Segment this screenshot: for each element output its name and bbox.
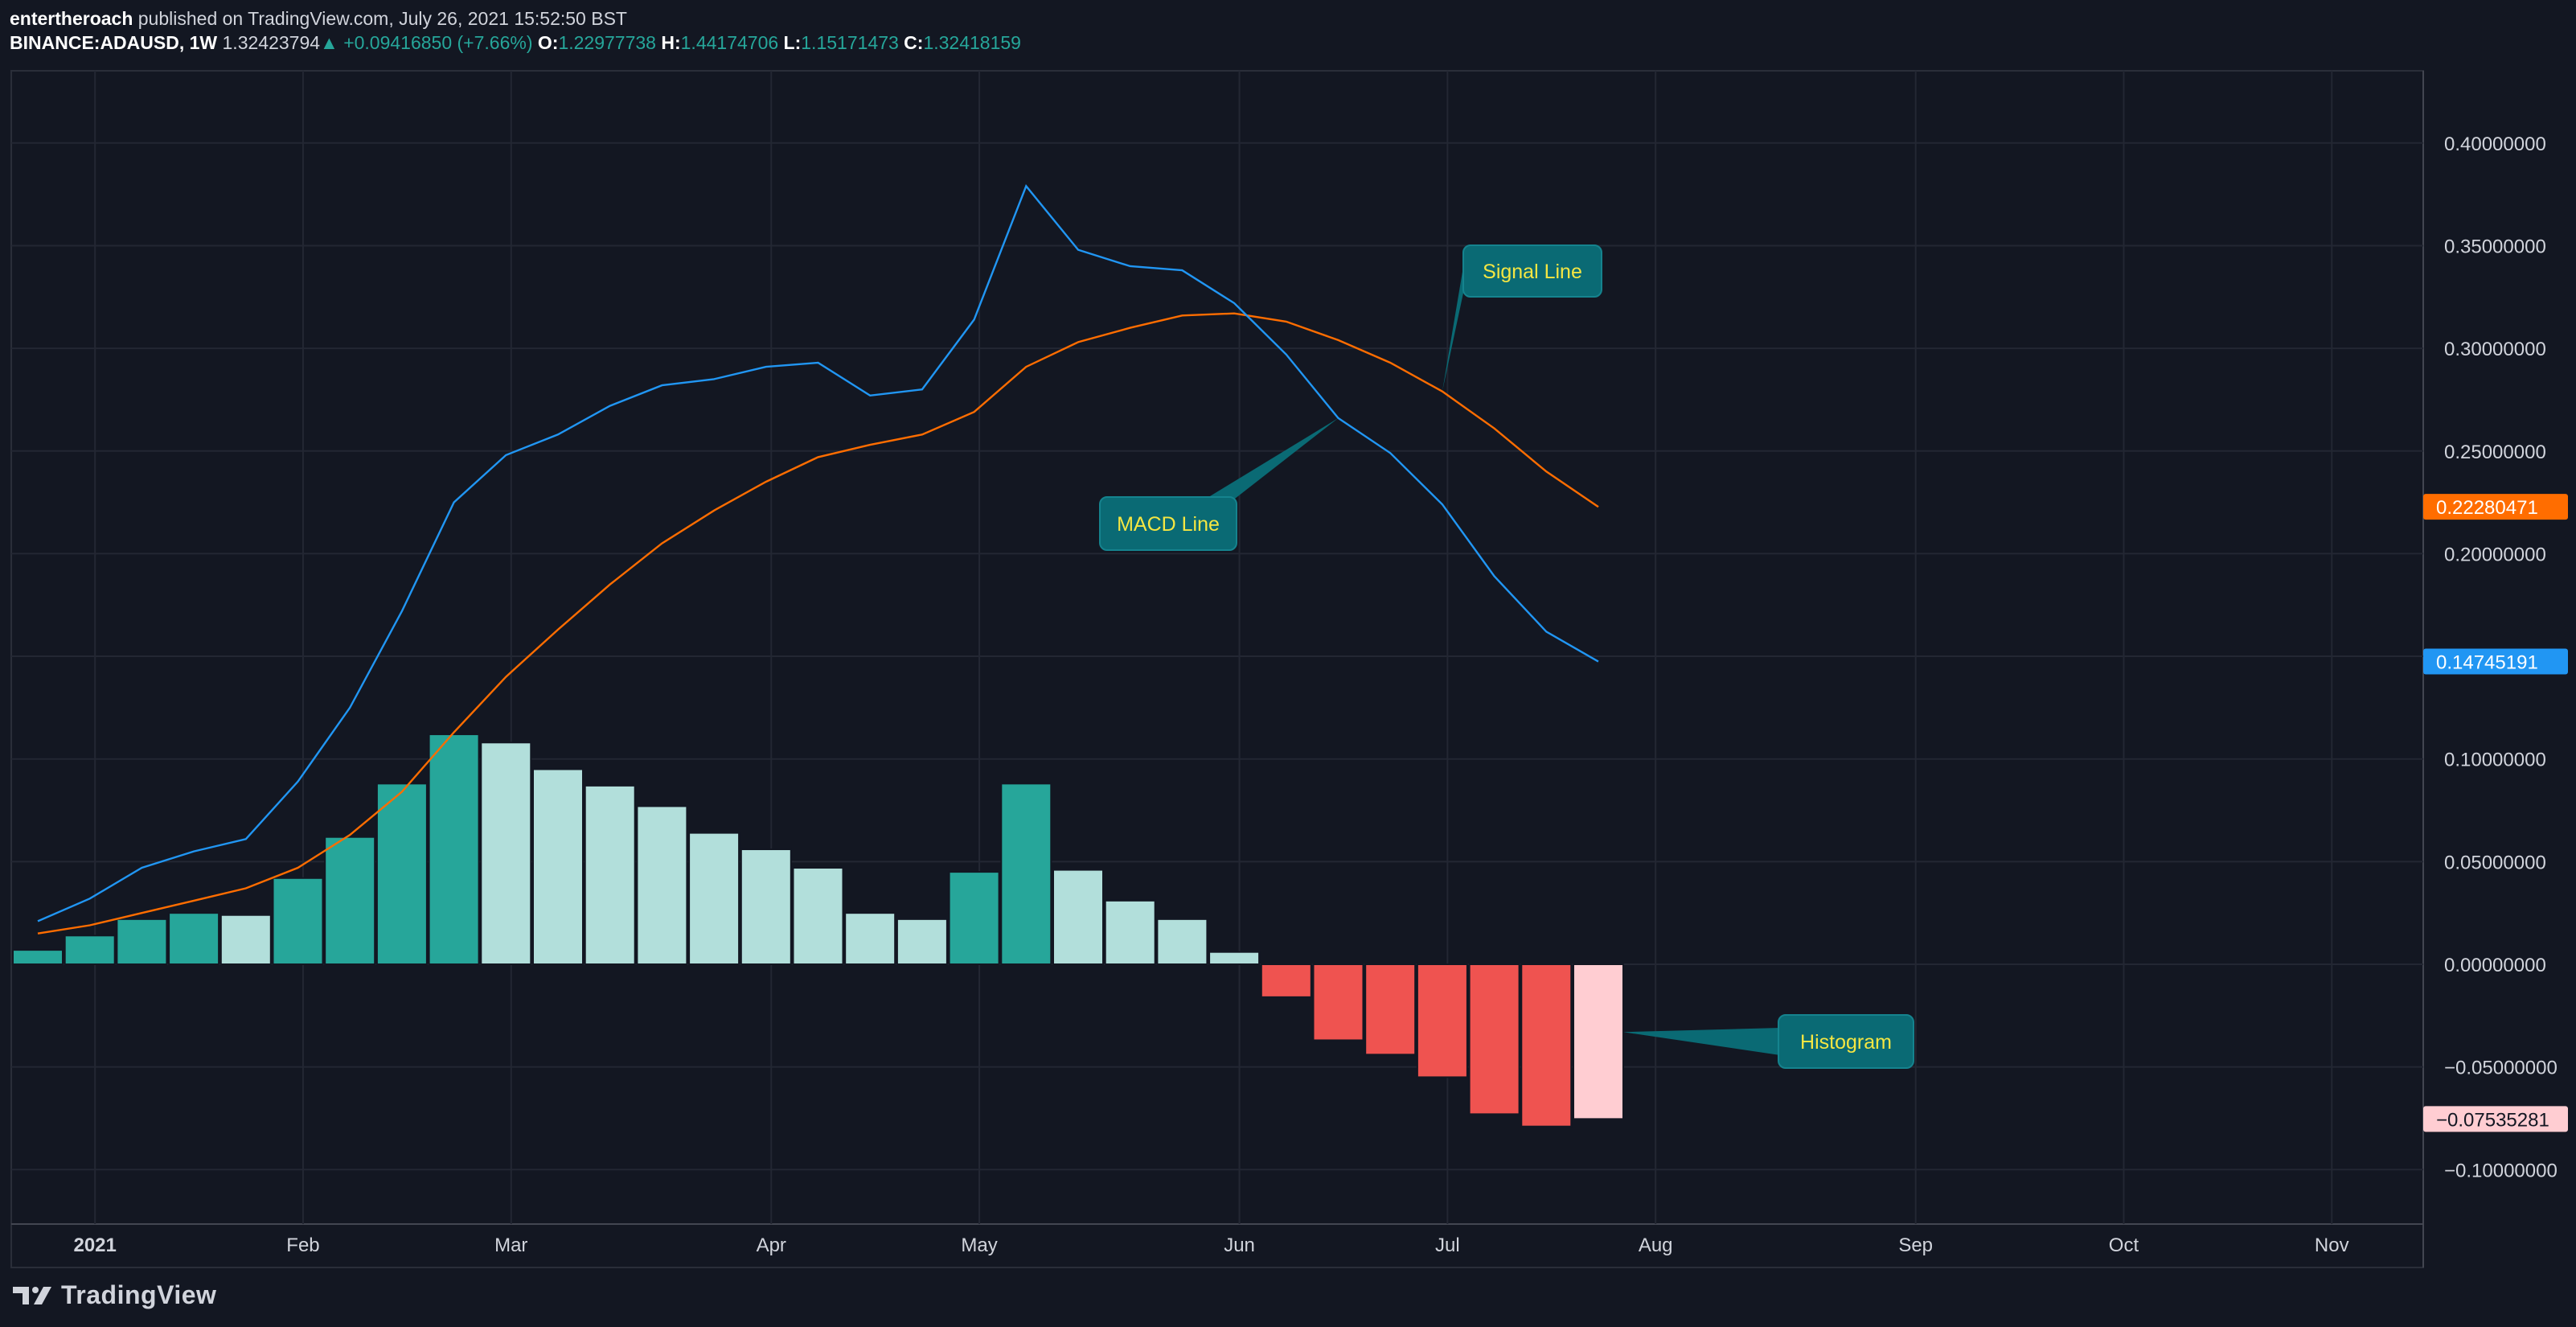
histogram-annotation-text: Histogram — [1800, 1031, 1892, 1054]
published-text: published on TradingView.com, July 26, 2… — [137, 8, 627, 29]
last-value-text: 0.22280471 — [2436, 497, 2538, 519]
signal-line[interactable] — [37, 312, 1599, 935]
time-tick-label: Oct — [2109, 1235, 2139, 1256]
histogram-bar[interactable] — [532, 768, 584, 966]
change-arrow-icon: ▲ — [320, 32, 338, 53]
author-name[interactable]: entertheroach — [10, 8, 133, 29]
last-value-text: −0.07535281 — [2436, 1109, 2549, 1131]
signal-line-annotation-box[interactable] — [1462, 244, 1602, 298]
histogram-bar[interactable] — [1468, 963, 1520, 1115]
indicator-lines — [37, 184, 1599, 935]
time-tick-label: Apr — [757, 1235, 786, 1256]
chart-header: entertheroach published on TradingView.c… — [10, 6, 1021, 55]
time-tick-label: Jun — [1224, 1235, 1255, 1256]
time-tick-label: Sep — [1898, 1235, 1933, 1256]
histogram-bar[interactable] — [324, 836, 376, 965]
signal-line-annotation-pointer — [1442, 257, 1465, 392]
histogram-annotation-box[interactable] — [1778, 1014, 1914, 1069]
histogram-bar[interactable] — [219, 914, 272, 966]
last-value-labels: 0.22280471 0.14745191 −0.07535281 — [2423, 494, 2568, 1132]
histogram-bar[interactable] — [428, 733, 480, 966]
low-value: 1.15171473 — [801, 32, 899, 53]
time-tick-label: 2021 — [73, 1235, 116, 1256]
macd-line-annotation-pointer — [1206, 417, 1339, 499]
time-tick-label: Mar — [494, 1235, 527, 1256]
histogram-bars — [12, 733, 1624, 1128]
histogram-bar[interactable] — [1364, 963, 1417, 1056]
histogram-bar[interactable] — [1104, 899, 1156, 966]
time-tick-label: Nov — [2315, 1235, 2349, 1256]
tradingview-logo-text[interactable]: TradingView — [61, 1280, 217, 1309]
quote-line: BINANCE:ADAUSD, 1W 1.32423794▲ +0.094168… — [10, 31, 1021, 55]
histogram-bar[interactable] — [1416, 963, 1468, 1078]
macd-line-annotation-text: MACD Line — [1117, 513, 1220, 536]
high-label: H: — [661, 32, 681, 53]
price-axis[interactable]: 0.40000000 0.35000000 0.30000000 0.25000000… — [2444, 134, 2558, 1182]
grid — [11, 71, 2423, 1224]
tradingview-logo-icon[interactable] — [11, 1285, 53, 1306]
price-change: +0.09416850 (+7.66%) — [343, 32, 533, 53]
last-value-badge — [2423, 1106, 2568, 1132]
open-label: O: — [537, 32, 559, 53]
price-tick-label: 0.25000000 — [2444, 442, 2546, 463]
macd-line[interactable] — [37, 184, 1599, 922]
histogram-bar[interactable] — [12, 949, 64, 966]
histogram-bar[interactable] — [1156, 918, 1208, 965]
histogram-bar[interactable] — [116, 918, 168, 965]
histogram-bar[interactable] — [688, 832, 740, 966]
histogram-bar[interactable] — [584, 784, 636, 965]
histogram-annotation-pointer — [1623, 1028, 1780, 1055]
last-value-badge — [2423, 494, 2568, 520]
price-tick-label: 0.20000000 — [2444, 544, 2546, 565]
histogram-bar[interactable] — [64, 935, 116, 966]
price-tick-label: 0.05000000 — [2444, 852, 2546, 873]
histogram-bar[interactable] — [272, 877, 324, 966]
chart-frame — [10, 70, 2424, 1268]
histogram-bar[interactable] — [636, 805, 688, 965]
time-tick-label: Feb — [286, 1235, 319, 1256]
symbol-label[interactable]: BINANCE:ADAUSD, 1W — [10, 32, 218, 53]
histogram-bar[interactable] — [1052, 869, 1104, 966]
price-tick-label: 0.35000000 — [2444, 236, 2546, 257]
open-value: 1.22977738 — [558, 32, 656, 53]
price-tick-label: 0.30000000 — [2444, 339, 2546, 360]
histogram-bar[interactable] — [896, 918, 948, 965]
histogram-bar[interactable] — [1573, 963, 1624, 1120]
histogram-bar[interactable] — [792, 867, 844, 966]
footer: TradingView — [11, 1280, 216, 1310]
histogram-bar[interactable] — [1208, 951, 1261, 966]
time-axis[interactable]: 2021 Feb Mar Apr May Jun Jul Aug Sep Oct Nov — [73, 1235, 2348, 1256]
time-tick-label: Aug — [1639, 1235, 1673, 1256]
close-label: C: — [904, 32, 924, 53]
histogram-bar[interactable] — [375, 783, 428, 965]
annotations: Signal Line MACD Line Histogram — [1099, 244, 1914, 1069]
price-tick-label: −0.05000000 — [2444, 1058, 2558, 1079]
price-tick-label: −0.10000000 — [2444, 1160, 2558, 1181]
last-price: 1.32423794 — [222, 32, 321, 53]
histogram-bar[interactable] — [740, 848, 792, 965]
histogram-bar[interactable] — [948, 871, 1000, 965]
price-tick-label: 0.10000000 — [2444, 750, 2546, 771]
price-tick-label: 0.00000000 — [2444, 955, 2546, 976]
macd-line-annotation-box[interactable] — [1099, 496, 1237, 551]
histogram-bar[interactable] — [1520, 963, 1573, 1128]
histogram-bar[interactable] — [480, 742, 532, 965]
price-tick-label: 0.40000000 — [2444, 134, 2546, 155]
histogram-bar[interactable] — [844, 912, 896, 966]
publication-line: entertheroach published on TradingView.c… — [10, 6, 1021, 31]
close-value: 1.32418159 — [923, 32, 1021, 53]
histogram-bar[interactable] — [1000, 783, 1052, 965]
histogram-bar[interactable] — [1260, 963, 1312, 998]
time-tick-label: May — [961, 1235, 997, 1256]
last-value-text: 0.14745191 — [2436, 652, 2538, 674]
high-value: 1.44174706 — [680, 32, 779, 53]
histogram-bar[interactable] — [168, 912, 220, 966]
signal-line-annotation-text: Signal Line — [1483, 261, 1582, 283]
time-tick-label: Jul — [1435, 1235, 1460, 1256]
low-label: L: — [783, 32, 802, 53]
last-value-badge — [2423, 648, 2568, 675]
histogram-bar[interactable] — [1312, 963, 1364, 1041]
